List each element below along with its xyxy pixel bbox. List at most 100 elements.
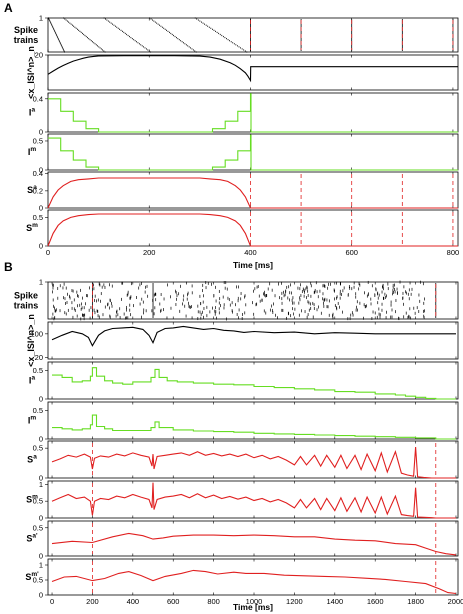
y-axis-label-sup: a [31, 375, 35, 382]
panel-letter: A [4, 1, 13, 15]
spike-dot [59, 42, 61, 44]
spike-dot [49, 20, 51, 22]
spike-mark [154, 292, 156, 296]
spike-mark [93, 287, 95, 291]
y-tick-label: 0 [39, 435, 43, 444]
spike-mark [286, 316, 287, 320]
spike-dot [149, 17, 151, 19]
spike-mark [310, 294, 312, 298]
spike-dot [52, 26, 54, 28]
spike-mark [269, 308, 271, 312]
spike-dot [80, 31, 82, 34]
spike-dot [48, 18, 50, 20]
spike-mark [336, 295, 338, 299]
spike-mark [394, 283, 395, 287]
spike-mark [269, 282, 271, 286]
spike-mark [82, 296, 83, 300]
spike-mark [115, 314, 117, 318]
spike-mark [203, 315, 204, 319]
axes-frame [47, 209, 459, 247]
subplot-B-Sm2: 0 0.5 1Sm' [25, 558, 459, 600]
spike-mark [423, 316, 425, 320]
spike-mark [367, 280, 369, 284]
spike-mark [166, 283, 168, 287]
spike-mark [215, 285, 216, 289]
spike-dot [122, 30, 123, 32]
spike-mark [387, 287, 389, 291]
spike-mark [183, 294, 185, 298]
spike-mark [334, 297, 335, 301]
spike-mark [129, 296, 131, 300]
series-line [51, 532, 457, 556]
spike-mark [231, 309, 233, 313]
spike-mark [381, 302, 383, 306]
spike-mark [160, 309, 161, 313]
spike-mark [104, 305, 106, 309]
spike-dot [50, 22, 52, 24]
spike-mark [305, 287, 307, 291]
spike-mark [117, 313, 119, 317]
spike-mark [411, 287, 413, 291]
spike-mark [392, 283, 394, 287]
spike-mark [123, 312, 125, 316]
spike-mark [67, 308, 69, 312]
spike-dot [116, 26, 118, 28]
spike-mark [307, 289, 309, 293]
spike-mark [423, 309, 424, 313]
spike-mark [84, 313, 86, 317]
spike-dot [55, 32, 57, 35]
spike-mark [229, 303, 231, 307]
spike-mark [94, 311, 96, 315]
spike-mark [256, 302, 258, 306]
spike-mark [357, 308, 358, 312]
spike-mark [111, 284, 113, 288]
spike-mark [153, 312, 155, 316]
spike-dot [69, 22, 71, 24]
spike-mark [259, 299, 261, 303]
spike-mark [300, 283, 301, 287]
spike-dot [62, 48, 64, 50]
y-tick-label: 0.5 [33, 136, 43, 145]
y-axis-label: Im [28, 415, 37, 426]
spike-dot [133, 39, 135, 41]
spike-mark [393, 290, 394, 294]
series-line [52, 367, 456, 400]
spike-dot [119, 28, 121, 30]
spike-mark [197, 304, 199, 308]
spike-mark [410, 292, 412, 296]
spike-mark [180, 284, 181, 288]
panel-letter: B [4, 260, 13, 274]
y-axis-label-base: I [28, 416, 31, 426]
spike-dot [246, 51, 248, 53]
spike-dot [120, 29, 122, 31]
spike-dot [103, 17, 105, 19]
spike-mark [200, 302, 202, 306]
spike-dot [77, 28, 78, 30]
y-axis-label: Ia [29, 375, 36, 386]
spike-mark [313, 291, 315, 295]
spike-dot [104, 51, 106, 53]
spike-mark [339, 305, 340, 309]
y-axis-label-base: S [26, 223, 32, 233]
spike-dot [194, 50, 196, 52]
spike-mark [287, 311, 289, 315]
spike-dot [56, 34, 58, 37]
spike-mark [71, 301, 73, 305]
spike-dot [177, 38, 179, 40]
spike-dot [87, 36, 88, 39]
spike-dot [170, 32, 172, 35]
spike-mark [339, 296, 341, 300]
spike-mark [423, 314, 425, 318]
spike-mark [179, 309, 181, 313]
spike-mark [390, 315, 392, 319]
y-axis-label-sup: a [33, 454, 37, 461]
spike-mark [199, 310, 201, 314]
spike-mark [310, 306, 312, 310]
spike-mark [73, 298, 75, 302]
spike-dot [244, 50, 246, 52]
spike-dot [167, 30, 169, 32]
spike-mark [231, 301, 233, 305]
spike-dot [192, 49, 194, 51]
x-tick-label: 1800 [407, 597, 424, 606]
spike-mark [368, 292, 369, 296]
